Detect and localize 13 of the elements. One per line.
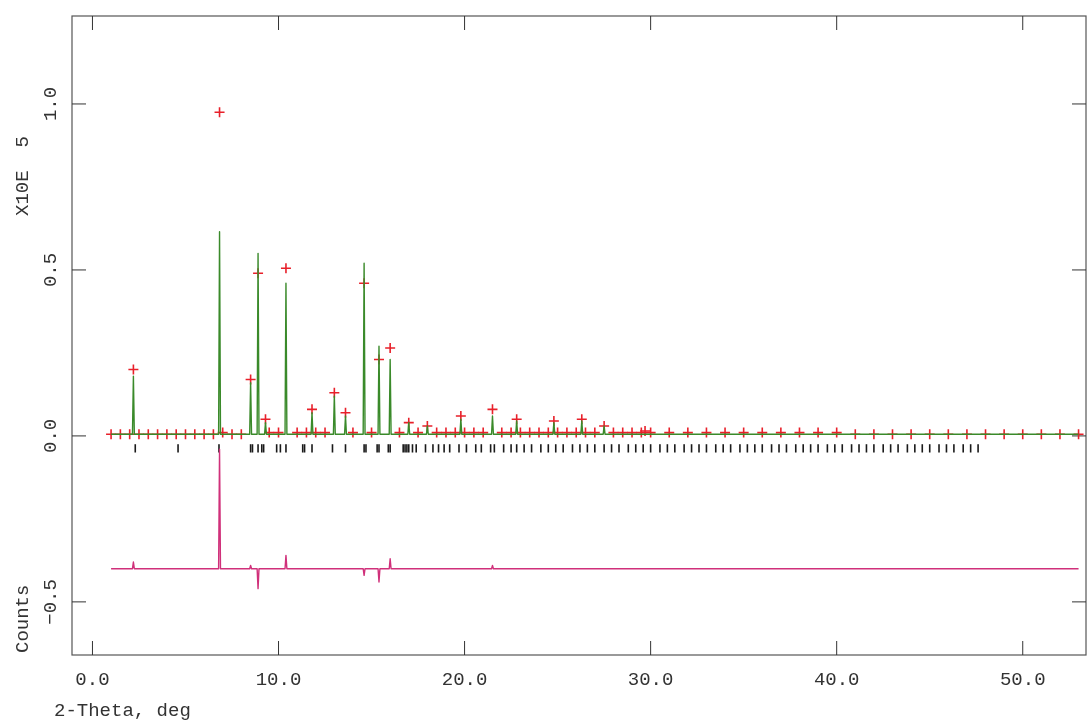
- y-tick-label: 0.5: [40, 252, 62, 288]
- x-tick-label: 20.0: [441, 669, 488, 691]
- x-axis-title: 2-Theta, deg: [54, 700, 191, 722]
- text: X10E 5: [12, 136, 34, 216]
- x-tick-label: 0.0: [75, 669, 110, 691]
- x-tick-label: 50.0: [999, 669, 1046, 691]
- y-tick-label: 0.0: [40, 418, 62, 454]
- y-tick-label: 1.0: [40, 86, 62, 122]
- y-axis-title: Counts: [12, 584, 34, 653]
- x-tick-label: 30.0: [627, 669, 674, 691]
- x-tick-label: 40.0: [813, 669, 860, 691]
- x-tick-label: 10.0: [255, 669, 302, 691]
- y-tick-label: −0.5: [40, 579, 62, 625]
